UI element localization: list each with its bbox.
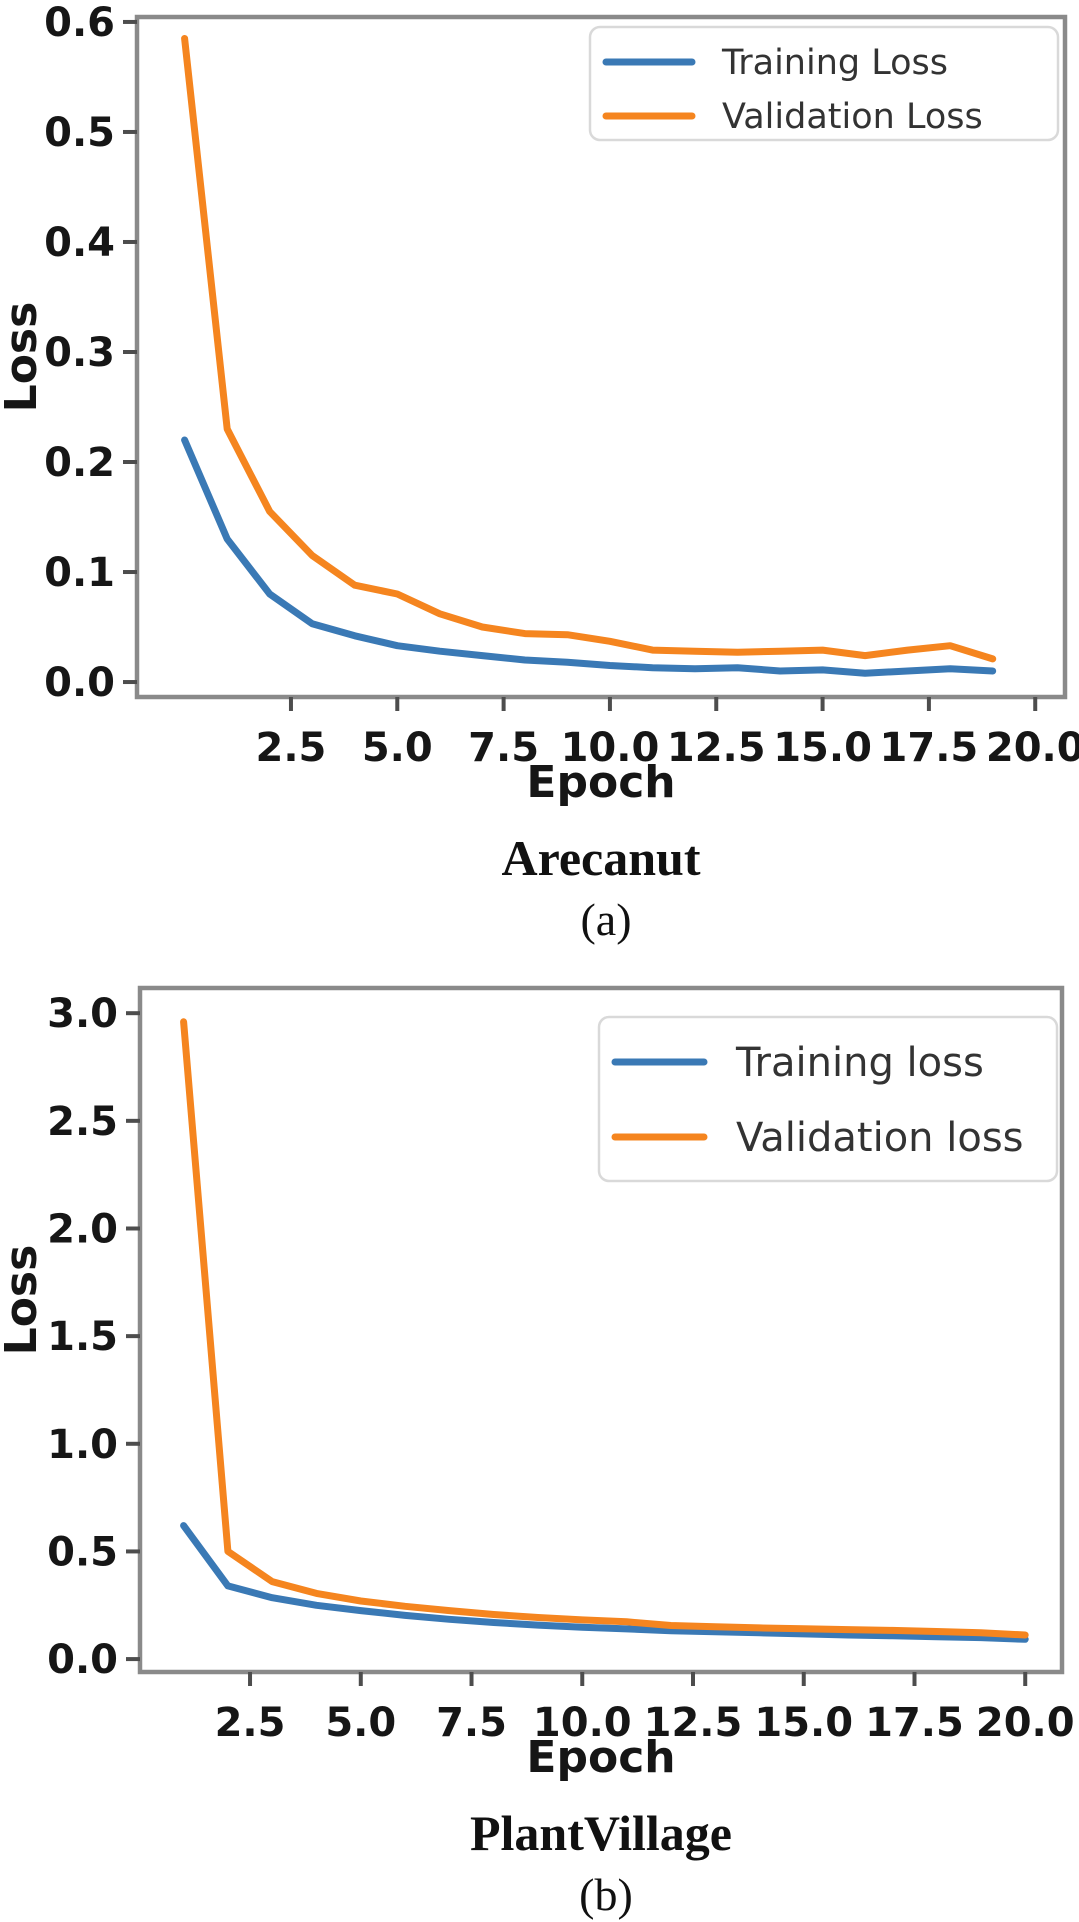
legend-box bbox=[597, 1015, 1059, 1183]
panel-letter: (b) bbox=[579, 1869, 633, 1920]
y-tick-label: 0.0 bbox=[47, 1637, 118, 1683]
x-tick-label: 7.5 bbox=[468, 725, 539, 771]
plantvillage-panel: 0.0 0.5 1.0 1.5 2.0 2.5 3.0 2.5 5.0 7.5 10.0 12.5 1… bbox=[0, 970, 1079, 1922]
x-tick-label: 2.5 bbox=[215, 1700, 286, 1746]
plantvillage-loss-chart: 0.00.51.01.52.02.53.0 2.5 5.0 7.5 10.0 12.5 1… bbox=[0, 985, 1075, 1920]
plot-area-frame bbox=[134, 14, 1068, 700]
x-tick-label: 12.5 bbox=[667, 725, 766, 771]
plot-area-frame bbox=[137, 985, 1065, 1675]
y-tick-label: 2.5 bbox=[47, 1099, 118, 1145]
y-tick-label: 0.2 bbox=[44, 440, 115, 486]
y-tick-label: 0.1 bbox=[44, 550, 115, 596]
y-tick-label: 0.3 bbox=[44, 330, 115, 376]
panel-letter: (a) bbox=[580, 894, 631, 945]
y-axis-ticks: 0.0 0.5 1.0 1.5 2.0 2.5 3.0 bbox=[47, 991, 140, 1683]
arecanut-panel: 0.0 0.1 0.2 0.3 0.4 0.5 0.6 2.5 5.0 7.5 10.0 12.5 1… bbox=[0, 0, 1079, 945]
chart-caption: PlantVillage bbox=[470, 1805, 732, 1861]
y-axis-ticks: 0.0 0.1 0.2 0.3 0.4 0.5 0.6 bbox=[44, 0, 137, 706]
x-axis-ticks: 2.5 5.0 7.5 10.0 12.5 15.0 17.5 20.0 bbox=[256, 697, 1079, 771]
legend: Training loss Validation loss bbox=[597, 1015, 1059, 1183]
legend: Training Loss Validation Loss bbox=[588, 25, 1060, 142]
x-tick-label: 5.0 bbox=[325, 1700, 396, 1746]
x-tick-label: 20.0 bbox=[976, 1700, 1075, 1746]
y-tick-label: 0.4 bbox=[44, 220, 115, 266]
x-tick-label: 20.0 bbox=[986, 725, 1079, 771]
training-loss-line bbox=[181, 436, 997, 677]
x-tick-label: 7.5 bbox=[436, 1700, 507, 1746]
x-tick-label: 10.0 bbox=[561, 725, 660, 771]
x-tick-label: 15.0 bbox=[754, 1700, 853, 1746]
chart-caption: Arecanut bbox=[501, 830, 700, 886]
x-axis-label: Epoch bbox=[526, 1732, 675, 1783]
x-axis-label: Epoch bbox=[526, 757, 675, 808]
y-tick-label: 2.0 bbox=[47, 1206, 118, 1252]
y-tick-label: 1.5 bbox=[47, 1314, 118, 1360]
y-tick-label: 3.0 bbox=[47, 991, 118, 1037]
legend-box bbox=[588, 25, 1060, 142]
series-lines bbox=[181, 35, 997, 677]
x-tick-label: 10.0 bbox=[533, 1700, 632, 1746]
x-tick-label: 17.5 bbox=[880, 725, 979, 771]
arecanut-loss-chart: 0.00.10.20.30.40.50.6 2.5 5.0 7.5 10.0 12.5 1… bbox=[0, 0, 1079, 945]
y-axis-label: Loss bbox=[0, 1245, 47, 1356]
x-tick-label: 2.5 bbox=[256, 725, 327, 771]
training-loss-legend-label: Training Loss bbox=[721, 43, 948, 83]
validation-loss-legend-label: Validation Loss bbox=[722, 97, 983, 137]
training-loss-line bbox=[180, 1522, 1029, 1643]
x-tick-label: 15.0 bbox=[773, 725, 872, 771]
y-tick-label: 1.0 bbox=[47, 1422, 118, 1468]
y-tick-label: 0.5 bbox=[44, 110, 115, 156]
validation-loss-legend-label: Validation loss bbox=[736, 1115, 1024, 1161]
validation-loss-line bbox=[180, 1018, 1029, 1639]
series-lines bbox=[180, 1018, 1029, 1643]
x-tick-label: 17.5 bbox=[865, 1700, 964, 1746]
training-loss-legend-label: Training loss bbox=[735, 1040, 984, 1086]
y-axis-label: Loss bbox=[0, 302, 47, 413]
x-axis-ticks: 2.5 5.0 7.5 10.0 12.5 15.0 17.5 20.0 bbox=[215, 1672, 1075, 1746]
y-tick-label: 0.5 bbox=[47, 1529, 118, 1575]
validation-loss-line bbox=[181, 35, 997, 663]
y-tick-label: 0.6 bbox=[44, 0, 115, 46]
y-tick-label: 0.0 bbox=[44, 660, 115, 706]
x-tick-label: 12.5 bbox=[644, 1700, 743, 1746]
x-tick-label: 5.0 bbox=[362, 725, 433, 771]
